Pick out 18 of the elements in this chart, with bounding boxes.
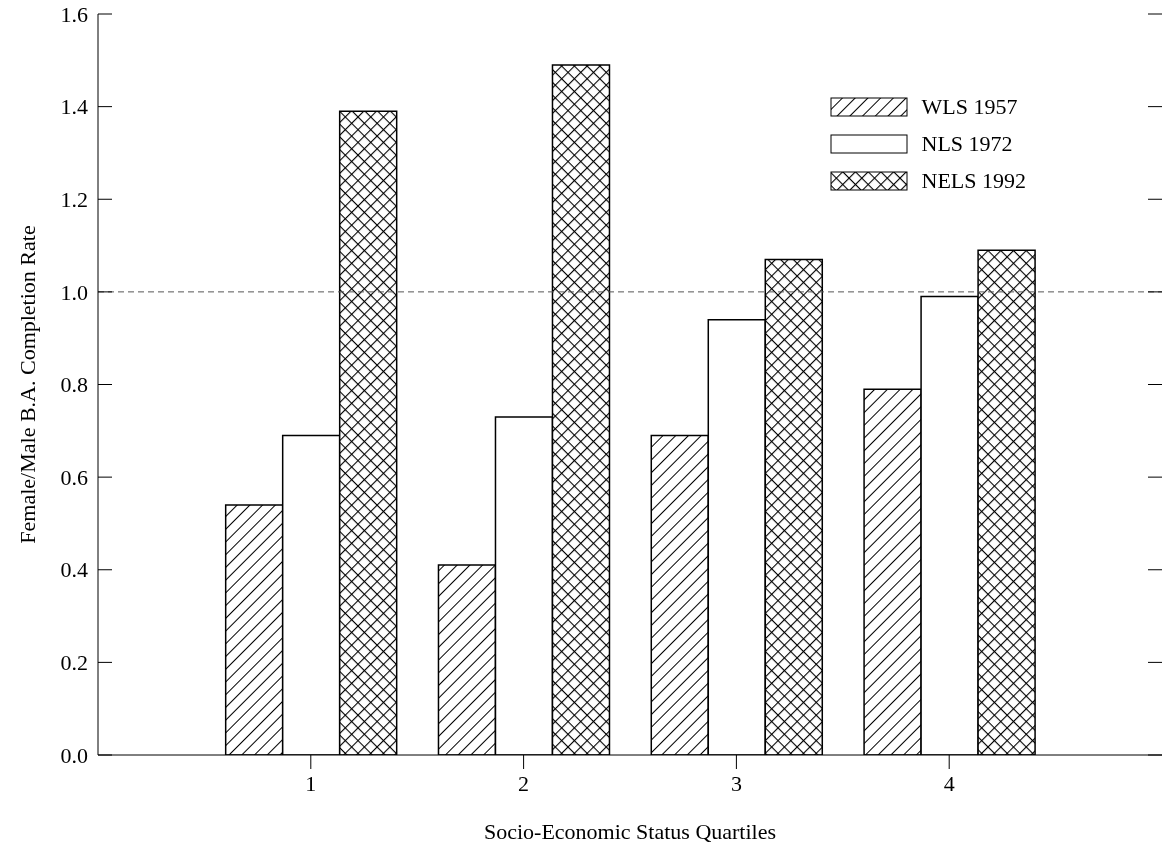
y-tick-label: 1.6 bbox=[60, 1, 88, 27]
y-tick-label: 1.2 bbox=[60, 186, 88, 212]
y-tick-label: 1.0 bbox=[60, 279, 88, 305]
y-tick-label: 0.6 bbox=[60, 464, 88, 490]
x-tick-label: 2 bbox=[518, 770, 530, 796]
y-tick-label: 0.0 bbox=[60, 742, 88, 768]
y-axis-title: Female/Male B.A. Completion Rate bbox=[15, 225, 41, 544]
legend-label: NLS 1972 bbox=[921, 130, 1013, 157]
legend-label: NELS 1992 bbox=[921, 167, 1026, 194]
x-tick-label: 1 bbox=[305, 770, 317, 796]
x-tick-label: 4 bbox=[943, 770, 955, 796]
y-tick-label: 1.4 bbox=[60, 94, 88, 120]
y-tick-label: 0.4 bbox=[60, 557, 88, 583]
y-tick-label: 0.2 bbox=[60, 650, 88, 676]
x-axis-title: Socio-Economic Status Quartiles bbox=[483, 819, 777, 844]
y-tick-label: 0.8 bbox=[60, 372, 88, 398]
legend-label: WLS 1957 bbox=[921, 93, 1018, 120]
x-tick-label: 3 bbox=[730, 770, 742, 796]
